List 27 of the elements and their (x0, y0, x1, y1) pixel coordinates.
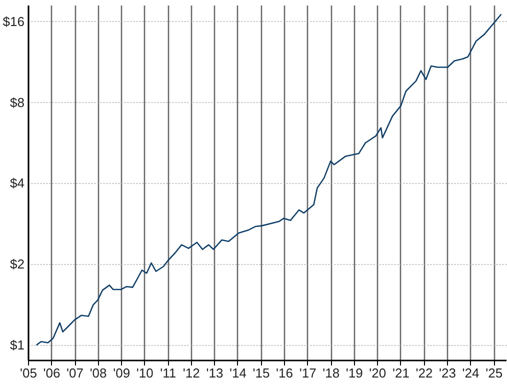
x-tick-label: '25 (486, 366, 503, 380)
x-tick-label: '10 (136, 366, 154, 380)
x-tick-label: '18 (322, 366, 340, 380)
x-tick-label: '08 (90, 366, 107, 380)
y-tick-label: $16 (2, 14, 24, 29)
x-tick-label: '23 (439, 366, 456, 380)
x-tick-label: '11 (160, 366, 176, 380)
x-tick-label: '15 (252, 366, 270, 380)
x-tick-label: '16 (276, 366, 293, 380)
y-tick-label: $1 (10, 338, 24, 353)
x-tick-label: '21 (392, 366, 410, 380)
x-tick-label: '24 (462, 366, 480, 380)
x-tick-label: '17 (299, 366, 316, 380)
line-series (36, 14, 502, 346)
x-tick-label: '14 (230, 366, 246, 380)
x-tick-label: '19 (346, 366, 363, 380)
x-tick-label: '22 (416, 366, 433, 380)
x-tick-label: '20 (369, 366, 386, 380)
x-tick-label: '09 (113, 366, 130, 380)
x-tick-label: '06 (43, 366, 60, 380)
y-tick-label: $2 (10, 256, 24, 272)
x-tick-label: '13 (206, 366, 224, 380)
y-tick-label: $8 (10, 94, 24, 110)
y-tick-label: $4 (10, 176, 24, 191)
x-tick-label: '05 (20, 366, 37, 380)
x-tick-label: '12 (182, 366, 200, 380)
x-tick-label: '07 (66, 366, 84, 380)
